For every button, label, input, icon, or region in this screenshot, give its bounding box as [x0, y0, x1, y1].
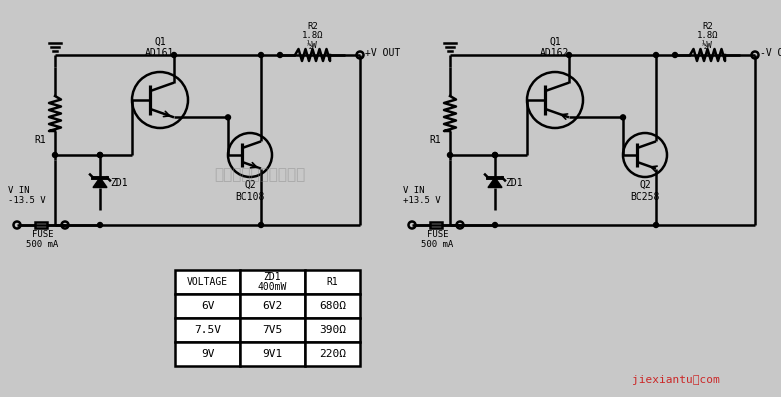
Circle shape: [277, 52, 283, 58]
Text: R2
1.8Ω
½W: R2 1.8Ω ½W: [697, 21, 719, 50]
Text: 杭州将睽科技有限公司: 杭州将睽科技有限公司: [214, 168, 305, 183]
Polygon shape: [488, 177, 502, 187]
Text: 220Ω: 220Ω: [319, 349, 346, 359]
Circle shape: [259, 52, 263, 58]
Text: R1: R1: [430, 135, 441, 145]
Circle shape: [672, 52, 677, 58]
Text: VOLTAGE: VOLTAGE: [187, 277, 228, 287]
Text: V IN
-13.5 V: V IN -13.5 V: [8, 186, 45, 205]
Circle shape: [654, 222, 658, 227]
Text: 7.5V: 7.5V: [194, 325, 221, 335]
FancyBboxPatch shape: [305, 318, 360, 342]
Text: FUSE
500 mA: FUSE 500 mA: [422, 230, 454, 249]
Circle shape: [493, 152, 497, 158]
Text: R1: R1: [34, 135, 46, 145]
FancyBboxPatch shape: [240, 270, 305, 294]
Text: ZD1: ZD1: [110, 177, 127, 187]
Text: 6V: 6V: [201, 301, 214, 311]
Circle shape: [52, 152, 58, 158]
FancyBboxPatch shape: [240, 318, 305, 342]
FancyBboxPatch shape: [305, 270, 360, 294]
Text: -V OUT: -V OUT: [760, 48, 781, 58]
Text: Q2
BC108: Q2 BC108: [235, 180, 265, 202]
Text: ZD1: ZD1: [505, 177, 522, 187]
FancyBboxPatch shape: [175, 342, 240, 366]
Circle shape: [620, 115, 626, 120]
Circle shape: [493, 152, 497, 158]
Text: 7V5: 7V5: [262, 325, 283, 335]
Circle shape: [654, 52, 658, 58]
FancyBboxPatch shape: [175, 318, 240, 342]
Circle shape: [226, 115, 230, 120]
Circle shape: [98, 152, 102, 158]
Circle shape: [566, 52, 572, 58]
Text: jiexiantu．com: jiexiantu．com: [633, 375, 720, 385]
Circle shape: [172, 52, 177, 58]
FancyBboxPatch shape: [430, 222, 442, 228]
Circle shape: [98, 222, 102, 227]
FancyBboxPatch shape: [305, 342, 360, 366]
Text: Q2
BC258: Q2 BC258: [630, 180, 660, 202]
Polygon shape: [93, 177, 107, 187]
FancyBboxPatch shape: [240, 342, 305, 366]
Text: Q1
AD161: Q1 AD161: [145, 37, 175, 58]
Text: Q1
AD162: Q1 AD162: [540, 37, 569, 58]
Text: 390Ω: 390Ω: [319, 325, 346, 335]
FancyBboxPatch shape: [240, 294, 305, 318]
Text: V IN
+13.5 V: V IN +13.5 V: [403, 186, 440, 205]
Circle shape: [493, 222, 497, 227]
Text: 680Ω: 680Ω: [319, 301, 346, 311]
FancyBboxPatch shape: [175, 270, 240, 294]
Circle shape: [448, 152, 452, 158]
Text: 6V2: 6V2: [262, 301, 283, 311]
FancyBboxPatch shape: [175, 294, 240, 318]
Text: 9V: 9V: [201, 349, 214, 359]
Text: FUSE
500 mA: FUSE 500 mA: [27, 230, 59, 249]
Circle shape: [98, 152, 102, 158]
Text: R1: R1: [326, 277, 338, 287]
FancyBboxPatch shape: [305, 294, 360, 318]
FancyBboxPatch shape: [35, 222, 47, 228]
Text: +V OUT: +V OUT: [365, 48, 400, 58]
Circle shape: [259, 222, 263, 227]
Text: R2
1.8Ω
½W: R2 1.8Ω ½W: [301, 21, 323, 50]
Text: 9V1: 9V1: [262, 349, 283, 359]
Text: ZD1
400mW: ZD1 400mW: [258, 272, 287, 293]
